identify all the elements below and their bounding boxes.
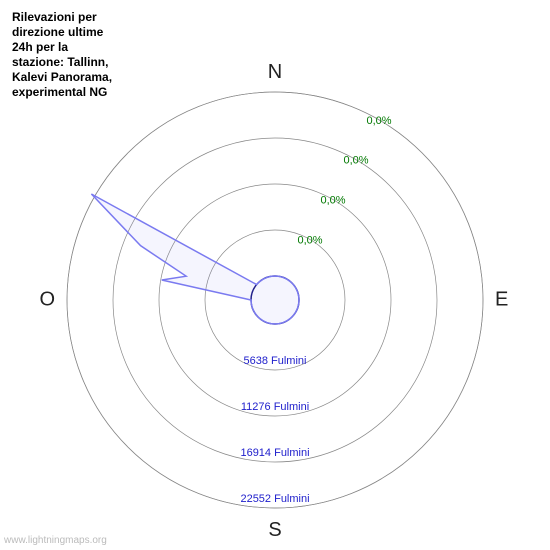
compass-s: S	[268, 519, 281, 541]
data-polygon	[91, 194, 299, 324]
compass-w: O	[39, 288, 55, 310]
percent-label: 0,0%	[366, 115, 391, 127]
percent-label: 0,0%	[320, 195, 345, 207]
fulmini-label: 16914 Fulmini	[240, 447, 309, 459]
percent-label: 0,0%	[343, 155, 368, 167]
fulmini-label: 22552 Fulmini	[240, 493, 309, 505]
fulmini-label: 5638 Fulmini	[244, 355, 307, 367]
percent-label: 0,0%	[297, 234, 322, 246]
compass-e: E	[495, 288, 508, 310]
chart-title: Rilevazioni per direzione ultime 24h per…	[12, 10, 122, 100]
fulmini-label: 11276 Fulmini	[241, 401, 309, 413]
compass-n: N	[268, 61, 282, 83]
watermark: www.lightningmaps.org	[4, 535, 107, 546]
